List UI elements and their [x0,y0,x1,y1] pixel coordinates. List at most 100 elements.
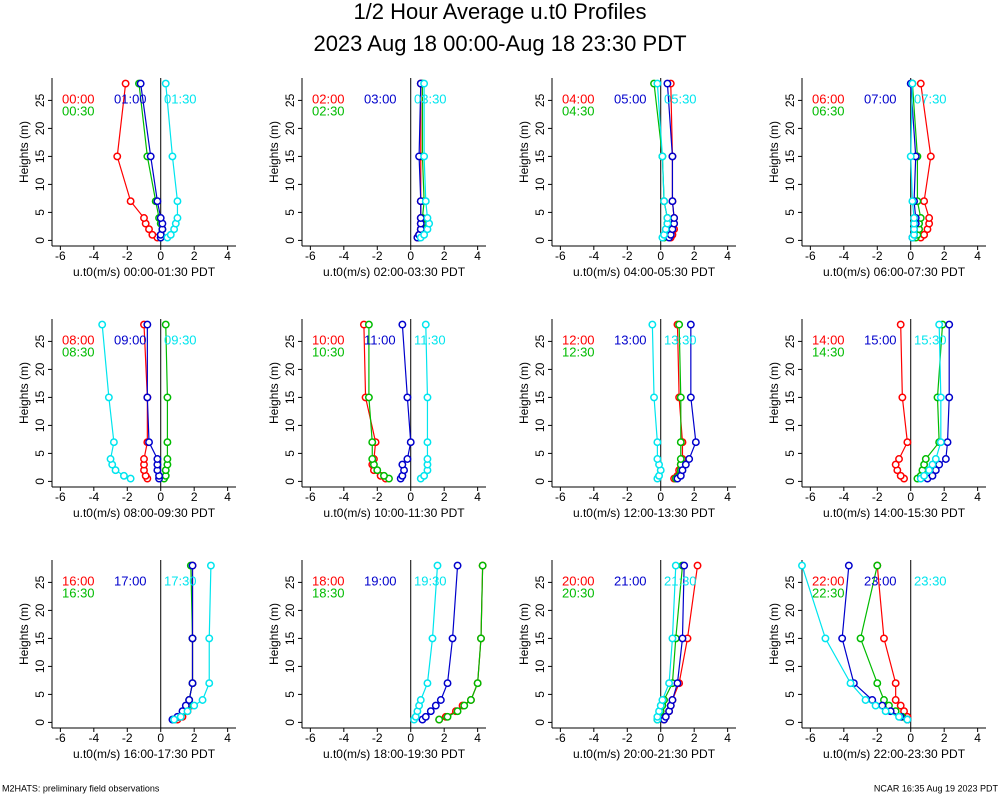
x-tick-label: 4 [724,490,731,504]
profile-point [680,561,689,570]
profile-point [188,679,197,688]
profile-point [111,466,120,475]
y-tick-label: 5 [33,450,47,457]
y-tick-label: 10 [533,177,547,191]
profile-point [443,679,452,688]
x-tick-label: 2 [441,731,448,745]
x-tick-label: 0 [907,249,914,263]
profile-point [925,214,934,222]
x-tick-label: 0 [657,249,664,263]
profile-point [143,320,152,329]
y-axis-label: Heights (m) [267,121,281,183]
legend-label: 20:00 [562,573,595,588]
profile-point [668,696,677,704]
x-tick-label: 2 [691,731,698,745]
profile-point [798,561,806,570]
profile-point [420,230,429,239]
profile-point [881,707,890,716]
x-tick-label: -6 [805,490,816,504]
legend-label: 08:00 [62,332,95,347]
profile-point [170,715,179,724]
x-tick-label: -2 [372,249,383,263]
y-tick-label: 15 [533,631,547,645]
profile-point [136,79,145,88]
legend-label: 10:00 [312,332,345,347]
legend-label: 16:30 [62,585,95,600]
legend-label: 08:30 [62,344,95,359]
y-tick-label: 0 [533,237,547,244]
profile-point [421,197,430,206]
x-tick-label: -2 [372,490,383,504]
x-tick-label: 4 [224,490,231,504]
profile-point [844,561,853,570]
profile-point [891,679,900,688]
x-tick-label: 2 [191,731,198,745]
profile-point [145,225,153,234]
x-axis-label: u.t0(m/s) 02:00-03:30 PDT [323,265,466,279]
profile-point [686,320,695,329]
profile-point [908,197,917,206]
legend-label: 19:30 [414,573,447,588]
profile-point [448,634,457,643]
profile-point [678,634,687,643]
y-tick-label: 0 [283,237,297,244]
y-tick-label: 15 [33,390,47,404]
x-tick-label: 2 [941,249,948,263]
profile-point [653,455,662,463]
profile-point [145,438,153,447]
y-tick-label: 5 [783,691,797,698]
y-tick-label: 10 [283,659,297,673]
profile-point [173,214,182,222]
x-tick-label: 2 [191,249,198,263]
x-axis-label: u.t0(m/s) 00:00-01:30 PDT [73,265,216,279]
y-tick-label: 10 [283,418,297,432]
y-tick-label: 25 [33,334,47,348]
profile-point [943,438,952,447]
x-tick-label: 2 [441,490,448,504]
title: 1/2 Hour Average u.t0 Profiles [353,0,646,24]
legend-label: 02:00 [312,91,345,106]
x-tick-label: -2 [872,249,883,263]
legend-label: 11:30 [414,332,446,347]
profile-point [161,320,170,329]
profile-point [920,471,929,480]
legend-label: 07:30 [914,91,947,106]
x-tick-label: -4 [588,249,599,263]
x-tick-label: 2 [941,731,948,745]
y-tick-label: 20 [33,121,47,135]
x-axis-label: u.t0(m/s) 22:00-23:30 PDT [823,747,966,761]
y-tick-label: 10 [533,659,547,673]
y-axis-label: Heights (m) [517,603,531,665]
profile-point [168,152,177,161]
profile-point [163,393,172,402]
y-axis-label: Heights (m) [767,603,781,665]
profile-point [403,393,412,402]
x-tick-label: -2 [122,490,133,504]
x-tick-label: -4 [588,490,599,504]
y-tick-label: 10 [783,659,797,673]
profile-point [648,320,657,329]
profile-point [406,438,415,447]
footer-left: M2HATS: preliminary field observations [2,783,160,793]
profile-point [896,471,905,480]
y-tick-label: 5 [533,691,547,698]
profile-point [420,79,429,88]
legend-label: 12:00 [562,332,595,347]
y-tick-label: 20 [533,362,547,376]
profile-point [663,79,672,88]
x-tick-label: 4 [724,249,731,263]
profile-point [364,320,373,329]
x-tick-label: -2 [622,249,633,263]
x-tick-label: 4 [974,249,981,263]
y-tick-label: 15 [783,149,797,163]
profile-point [166,230,175,239]
y-axis-label: Heights (m) [517,121,531,183]
y-tick-label: 25 [783,334,797,348]
legend-label: 11:00 [364,332,396,347]
profile-point [846,679,855,688]
legend-label: 18:30 [312,585,345,600]
x-tick-label: 0 [157,249,164,263]
profile-point [198,696,207,704]
legend-label: 10:30 [312,344,345,359]
x-tick-label: 0 [407,249,414,263]
